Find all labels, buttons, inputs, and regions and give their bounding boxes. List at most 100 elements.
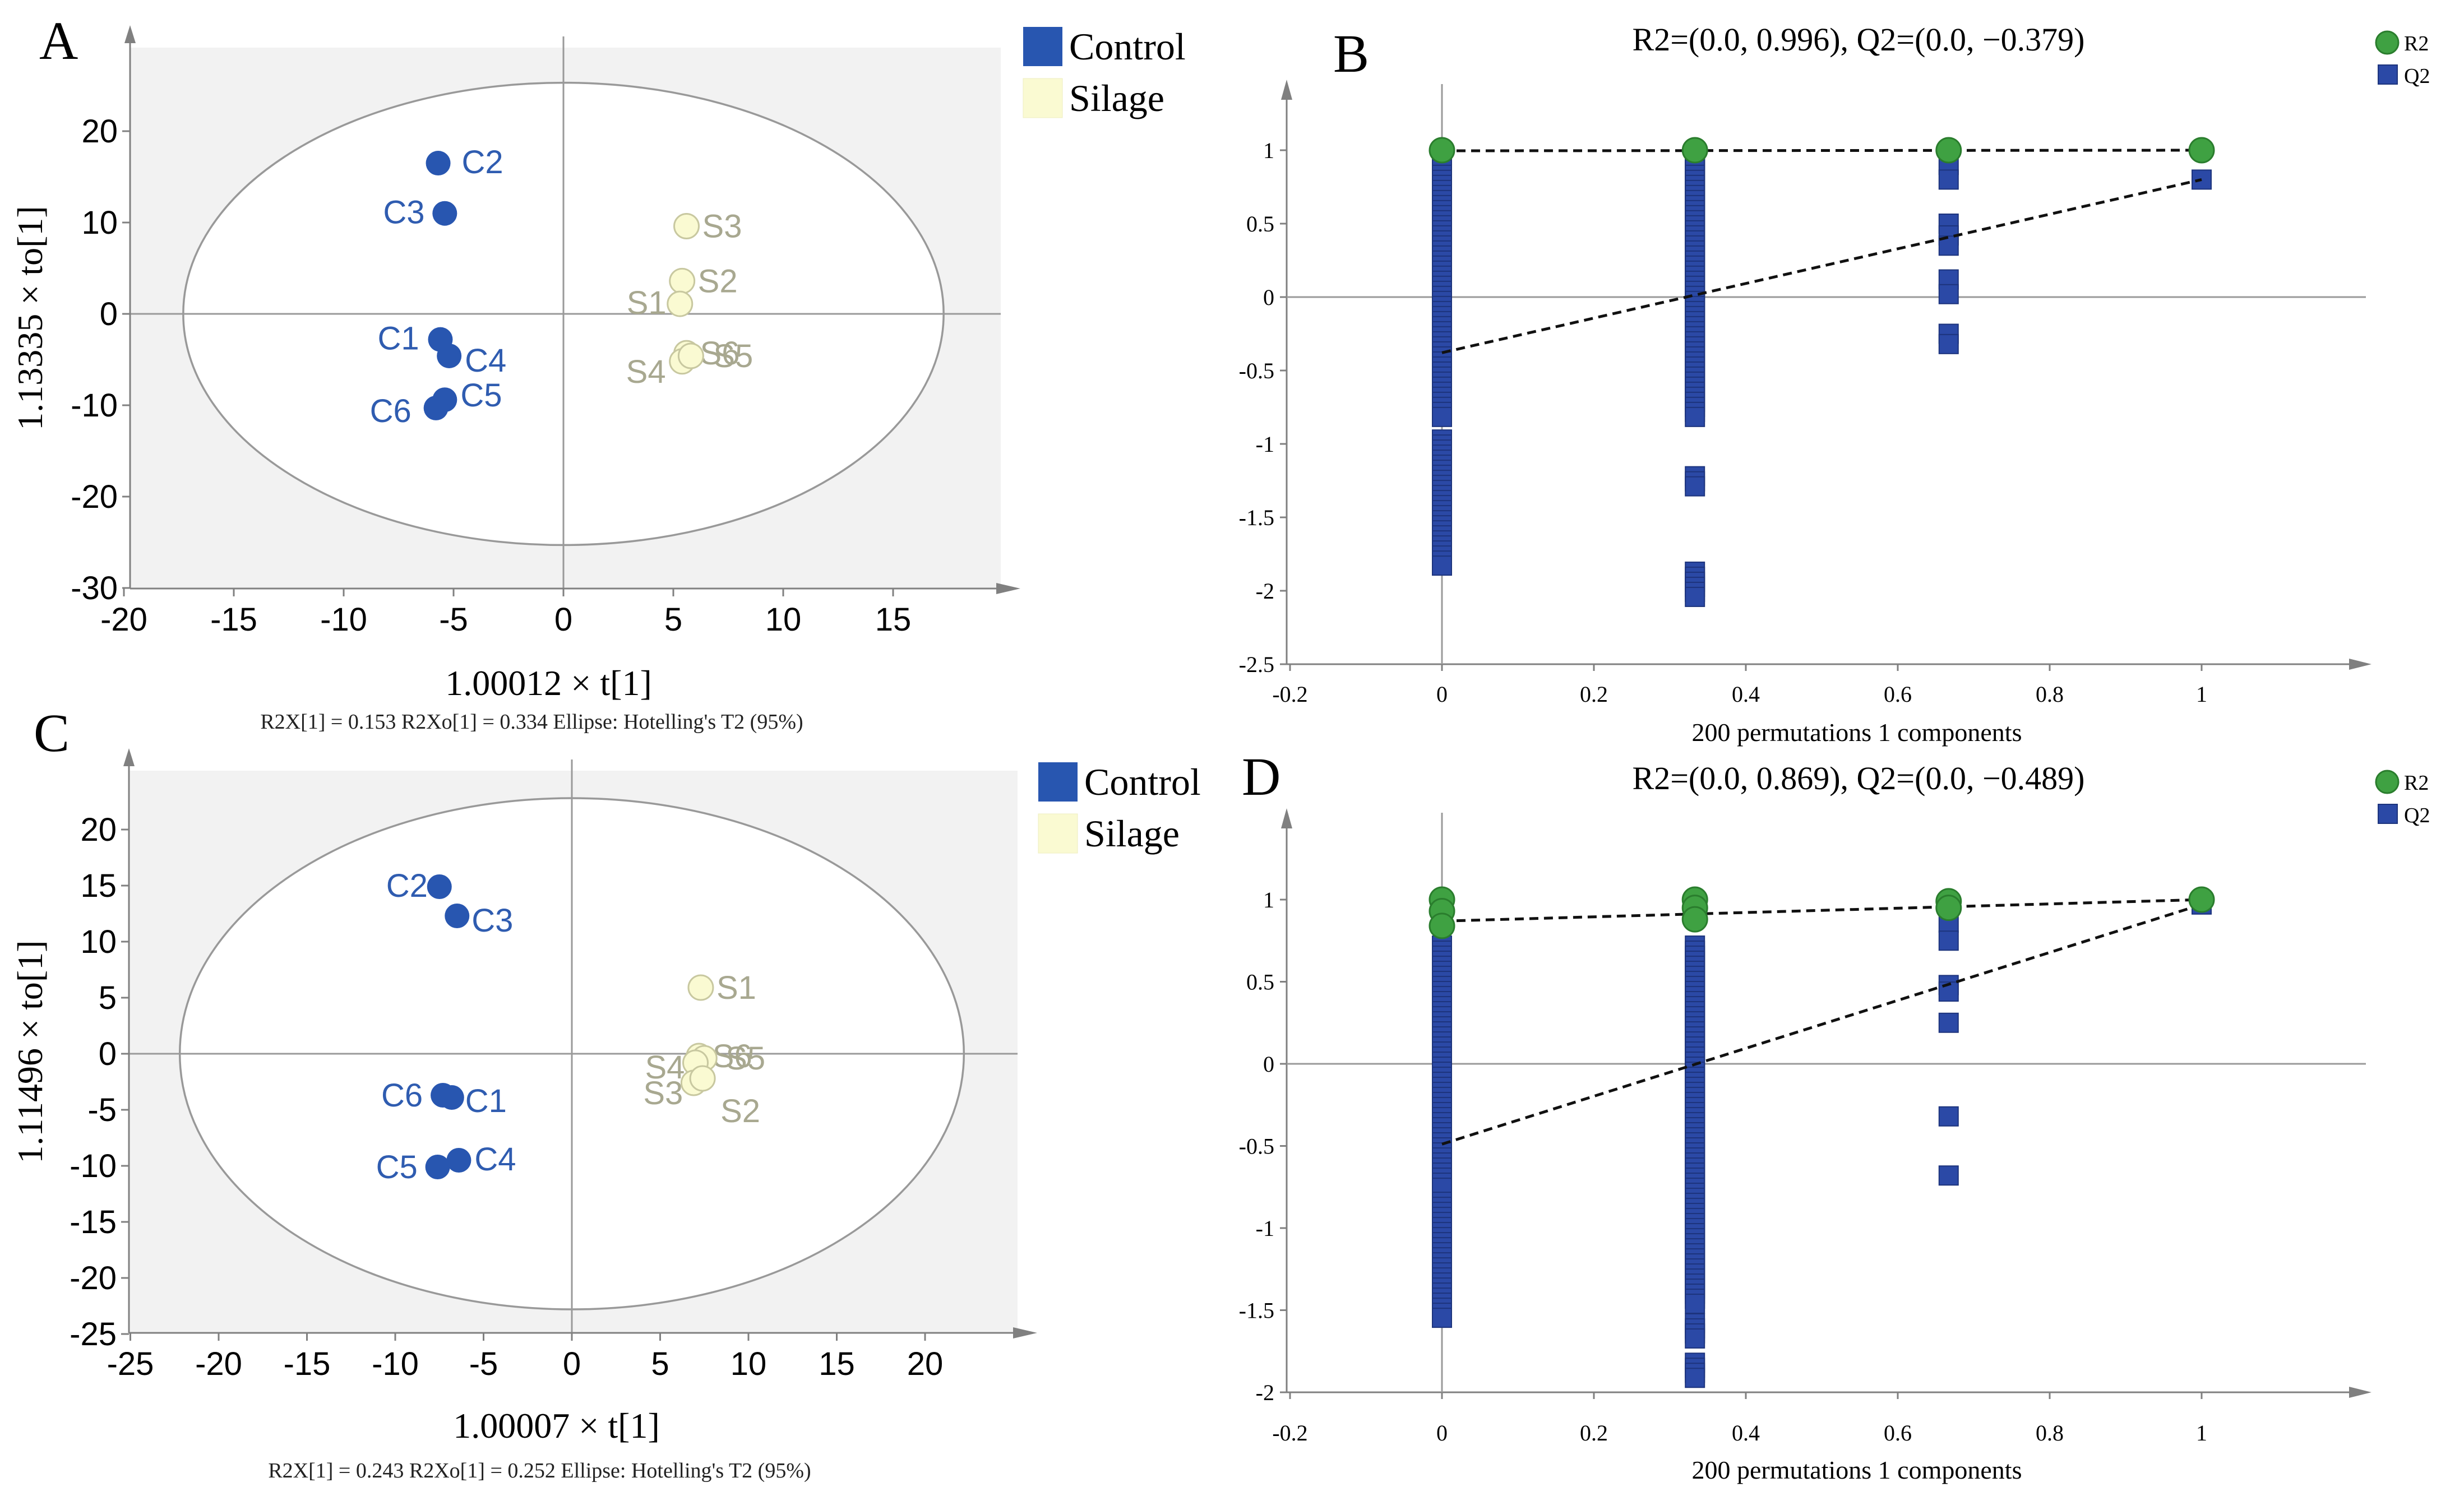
point-label-c3: C3 [471,902,513,939]
x-tick-label: -20 [100,601,147,638]
x-axis-arrow [2349,1387,2371,1398]
legend-label-control: Control [1069,25,1186,68]
q2-point [1685,1294,1705,1314]
y-tick-label: -0.5 [1239,1134,1274,1159]
point-label-c1: C1 [465,1083,507,1119]
point-label-s2: S2 [720,1093,760,1129]
y-tick-label: 10 [80,924,117,960]
legend-swatch-silage [1023,78,1063,118]
legend-swatch-silage [1038,813,1078,854]
q2-point [1938,334,1959,354]
point-label-s2: S2 [698,263,738,299]
panel-b: B R2=(0.0, 0.996), Q2=(0.0, −0.379) -2.5 -2… [1239,21,2430,747]
x-tick-label: 10 [731,1346,767,1382]
legend-marker-r2 [2375,30,2400,55]
x-tick-label: -10 [320,601,367,638]
point-c4 [446,1148,471,1173]
point-c2 [426,151,451,176]
x-tick-label: 15 [875,601,912,638]
y-tick-label: -0.5 [1239,358,1274,383]
y-tick-label: 20 [80,812,117,848]
x-tick-label: 0.6 [1884,682,1912,707]
point-label-c2: C2 [386,868,428,904]
y-tick-label: -10 [71,387,118,424]
y-tick-label: -2 [1256,1380,1274,1405]
x-tick-label: 0.8 [2036,682,2064,707]
x-tick-label: 0 [554,601,572,638]
q2-regression-line [1441,178,2202,354]
x-tick-label: -5 [469,1346,498,1382]
y-tick-label: 5 [99,980,117,1016]
point-label-s5: S5 [713,338,753,374]
y-tick-label: -2 [1256,578,1274,604]
x-axis-label: 200 permutations 1 components [1692,1456,2022,1484]
y-tick-label: -25 [70,1316,117,1352]
x-axis-arrow [2349,659,2371,670]
x-axis-label: 200 permutations 1 components [1692,718,2022,747]
point-c2 [427,874,452,899]
point-s2 [669,267,696,294]
y-tick-label: 0 [1263,1052,1274,1077]
x-tick-label: 1 [2196,682,2207,707]
x-tick-label: 0 [1436,682,1448,707]
y-tick-label: -1.5 [1239,1298,1274,1323]
r2-point [2188,886,2215,913]
x-tick-label: -0.2 [1272,682,1307,707]
q2-point [1685,1328,1705,1349]
r2-point [1429,137,1455,164]
point-c3 [432,201,457,226]
x-tick-label: 10 [765,601,802,638]
y-tick-label: 0 [100,296,118,332]
panel-letter: B [1333,24,1369,84]
x-tick-label: 0.4 [1732,682,1760,707]
y-axis-arrow [123,748,135,766]
q2-point [1432,406,1452,427]
x-axis-label: 1.00012 × t[1] [445,663,652,703]
y-tick-label: -5 [87,1092,117,1128]
r2-regression-line [1441,898,2202,923]
legend-swatch-control [1023,27,1062,66]
x-axis-label: 1.00007 × t[1] [453,1406,660,1446]
y-tick-label: 20 [81,113,118,150]
q2-point [1685,1368,1705,1388]
x-tick-label: 0.6 [1884,1420,1912,1446]
x-tick-label: 0.2 [1580,682,1608,707]
q2-point [1938,1165,1959,1186]
legend-label-q2: Q2 [2404,804,2430,827]
y-tick-label: 0 [1263,285,1274,310]
point-c4 [437,343,462,368]
y-tick-label: -15 [70,1204,117,1240]
y-axis-arrow [124,25,136,43]
x-tick-label: -5 [439,601,468,638]
y-axis-label: 1.13335 × to[1] [10,206,50,430]
legend-label-r2: R2 [2404,771,2429,795]
q2-point [1938,1106,1959,1127]
point-label-c5: C5 [376,1149,418,1185]
x-tick-label: 0 [563,1346,581,1382]
x-axis-arrow [996,583,1020,594]
x-tick-label: -0.2 [1272,1420,1307,1446]
point-label-s4: S4 [626,354,666,390]
point-label-c6: C6 [370,393,412,429]
legend-label-control: Control [1084,761,1201,803]
point-label-c4: C4 [474,1141,516,1178]
x-tick-label: 5 [651,1346,669,1382]
r2-point [1681,906,1708,933]
plot-caption: R2X[1] = 0.153 R2Xo[1] = 0.334 Ellipse: … [260,710,803,734]
y-axis-arrow [1281,808,1292,828]
plot-caption: R2X[1] = 0.243 R2Xo[1] = 0.252 Ellipse: … [268,1459,811,1483]
y-tick-label: -1 [1256,432,1274,457]
x-axis-arrow [1013,1327,1037,1338]
q2-regression-line [1441,903,2202,1146]
point-label-s3: S3 [643,1075,683,1111]
q2-point [1685,476,1705,497]
q2-point [1685,406,1705,427]
point-label-s3: S3 [702,209,742,245]
x-tick-label: 0.8 [2036,1420,2064,1446]
r2-point [1681,137,1708,164]
legend-marker-q2 [2378,804,2398,824]
x-tick-label: -15 [284,1346,331,1382]
panel-c: C -25 -20 -15 -10 -5 0 5 10 15 20 -25 -20 -15 -10 -5 0 5 1… [10,703,1201,1483]
point-c6 [423,395,449,420]
x-tick-label: 0.2 [1580,1420,1608,1446]
